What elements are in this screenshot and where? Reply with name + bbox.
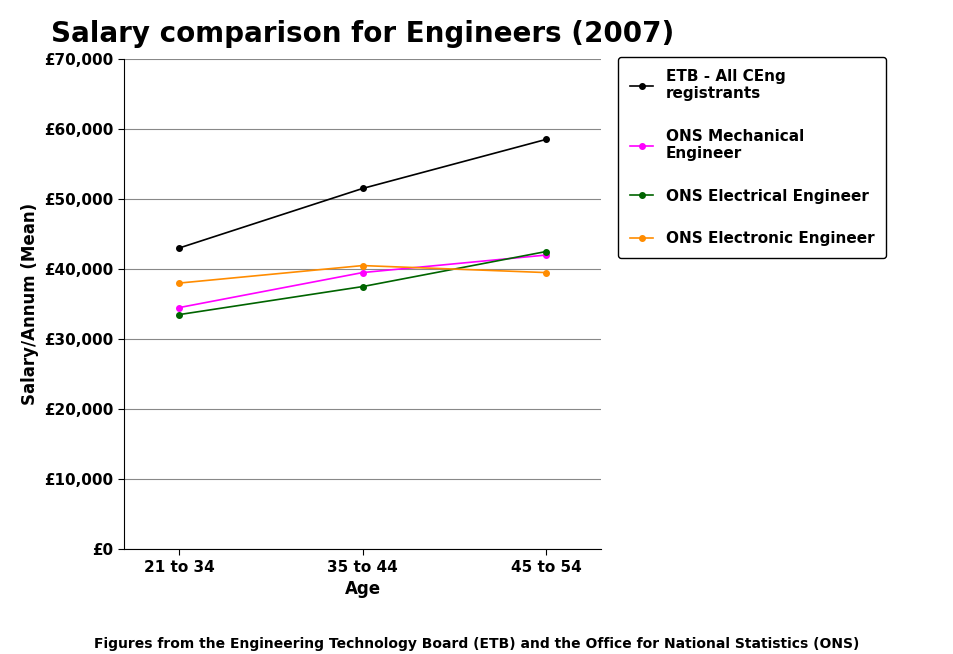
Line: ONS Mechanical
Engineer: ONS Mechanical Engineer bbox=[176, 252, 548, 311]
ETB - All CEng
registrants bbox=[173, 244, 185, 252]
ONS Electronic Engineer bbox=[539, 269, 551, 277]
ONS Electronic Engineer bbox=[356, 262, 368, 269]
Line: ONS Electrical Engineer: ONS Electrical Engineer bbox=[176, 249, 548, 317]
Legend: ETB - All CEng
registrants, ONS Mechanical
Engineer, ONS Electrical Engineer, ON: ETB - All CEng registrants, ONS Mechanic… bbox=[618, 57, 885, 258]
ETB - All CEng
registrants bbox=[539, 135, 551, 143]
ONS Mechanical
Engineer bbox=[173, 303, 185, 311]
Line: ONS Electronic Engineer: ONS Electronic Engineer bbox=[176, 263, 548, 286]
ONS Mechanical
Engineer bbox=[356, 269, 368, 277]
Title: Salary comparison for Engineers (2007): Salary comparison for Engineers (2007) bbox=[51, 20, 674, 48]
ONS Electronic Engineer bbox=[173, 279, 185, 287]
Text: Figures from the Engineering Technology Board (ETB) and the Office for National : Figures from the Engineering Technology … bbox=[94, 637, 859, 651]
Y-axis label: Salary/Annum (Mean): Salary/Annum (Mean) bbox=[21, 203, 39, 405]
ONS Electrical Engineer bbox=[539, 248, 551, 256]
Line: ETB - All CEng
registrants: ETB - All CEng registrants bbox=[176, 137, 548, 251]
ETB - All CEng
registrants bbox=[356, 184, 368, 192]
ONS Electrical Engineer bbox=[173, 311, 185, 318]
ONS Mechanical
Engineer bbox=[539, 251, 551, 259]
X-axis label: Age: Age bbox=[344, 580, 380, 598]
ONS Electrical Engineer bbox=[356, 283, 368, 290]
